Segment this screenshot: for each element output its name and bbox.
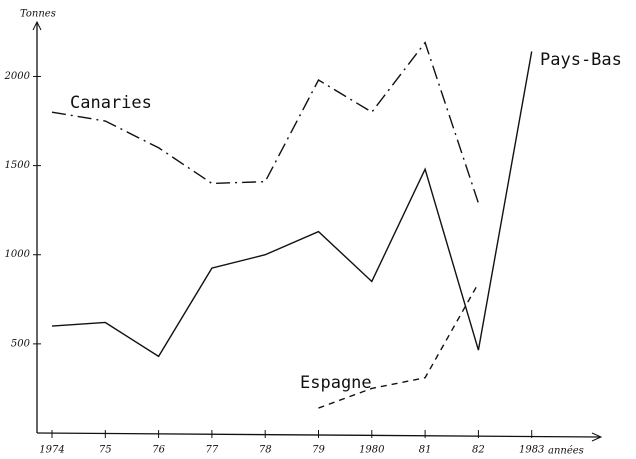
x-tick-label: 82: [472, 445, 485, 456]
x-tick-label: 76: [152, 445, 165, 456]
x-tick-label: 1983: [519, 445, 544, 456]
x-tick-label: 77: [206, 445, 219, 456]
series-name: Canaries: [70, 93, 152, 113]
series-line: [51, 51, 533, 358]
series-name: Pays-Bas: [540, 50, 622, 70]
y-tick-label: 1500: [5, 160, 31, 171]
y-axis-label: Tonnes: [20, 9, 56, 20]
y-tick-label: 1000: [5, 249, 31, 260]
x-tick-label: 78: [259, 445, 272, 456]
y-tick-label: 2000: [4, 71, 31, 82]
series-line: [51, 41, 480, 204]
y-arrow: [32, 20, 42, 31]
x-tick-label: 79: [312, 445, 325, 456]
x-tick-label: 1974: [39, 445, 64, 456]
series-line: [318, 282, 480, 409]
x-tick-label: 81: [419, 445, 432, 456]
y-tick-label: 500: [11, 338, 31, 349]
x-tick-label: 75: [99, 445, 112, 456]
x-arrow: [591, 432, 603, 442]
x-tick-label: 1980: [359, 445, 385, 456]
x-axis-label: années: [548, 446, 584, 457]
series-name: Espagne: [300, 373, 372, 393]
